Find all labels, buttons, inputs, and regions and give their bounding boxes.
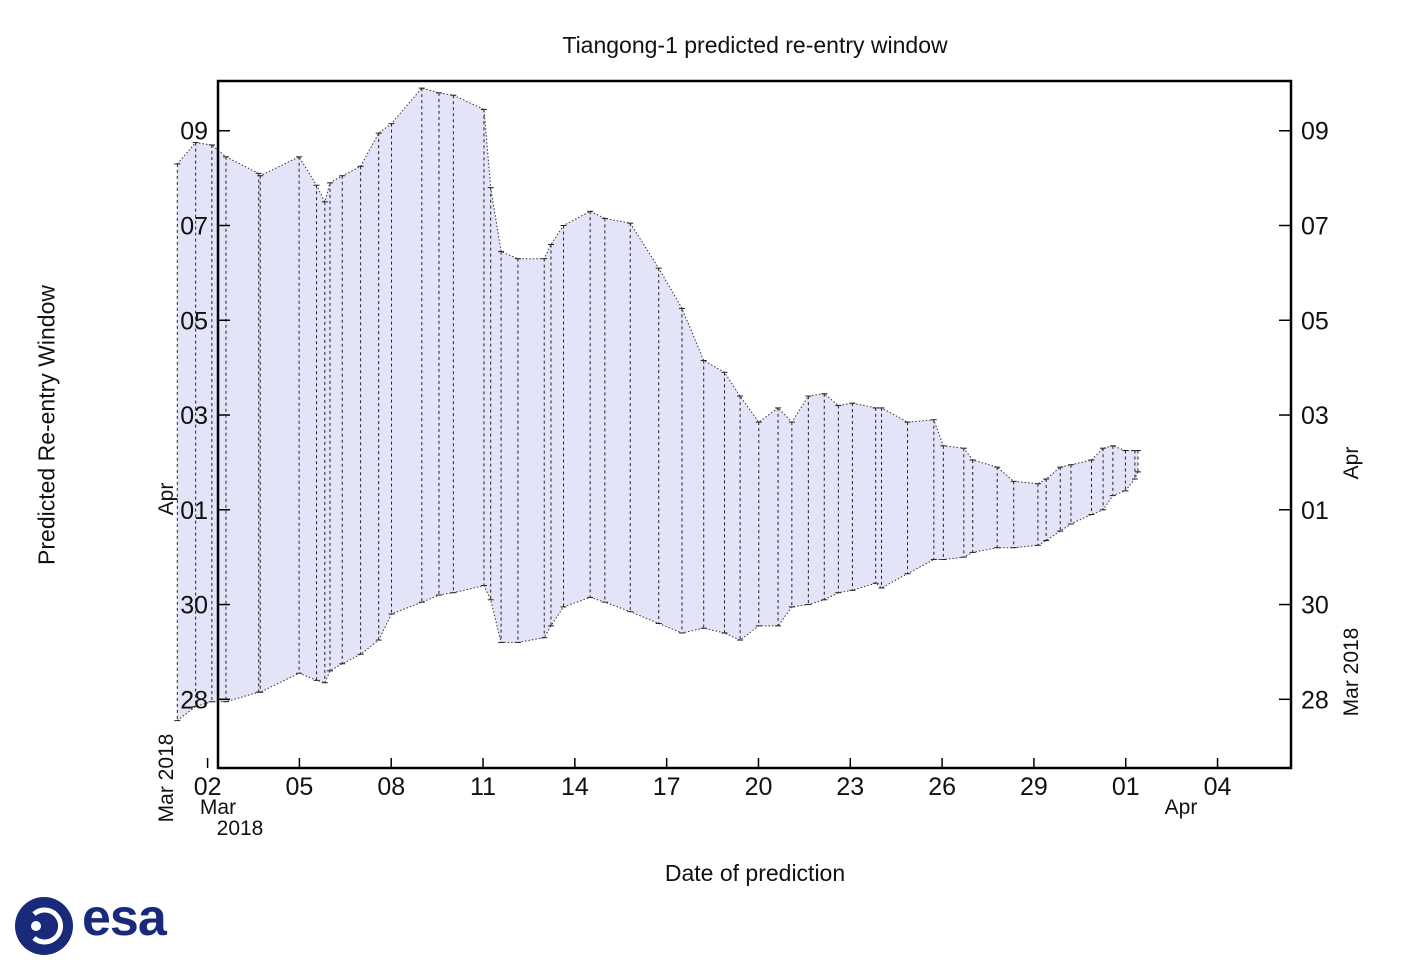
esa-logo-text: esa [82, 889, 167, 947]
x-tick-label: 02 [194, 773, 222, 801]
x-month-label-apr: Apr [1165, 796, 1198, 819]
upper-bound-line [176, 87, 1138, 485]
x-tick-label: 23 [836, 773, 864, 801]
x-tick-label: 05 [286, 773, 314, 801]
x-tick-label: 26 [928, 773, 956, 801]
x-month-label-year: 2018 [217, 817, 264, 840]
y-month-label-apr-left: Apr [155, 483, 178, 516]
lower-bound-line [176, 471, 1139, 721]
y-tick-label-left: 07 [180, 213, 208, 241]
x-month-label-mar: Mar [200, 796, 236, 819]
y-tick-label-left: 01 [180, 497, 208, 525]
y-tick-label-right: 09 [1301, 118, 1329, 146]
y-tick-label-right: 01 [1301, 497, 1329, 525]
x-tick-label: 11 [470, 773, 496, 801]
x-tick-label: 20 [745, 773, 773, 801]
x-tick-label: 08 [377, 773, 405, 801]
x-tick-label: 04 [1204, 773, 1232, 801]
y-tick-label-left: 09 [180, 118, 208, 146]
plot-frame [216, 79, 1293, 770]
y-tick-label-right: 05 [1301, 307, 1329, 335]
x-tick-label: 29 [1020, 773, 1048, 801]
esa-logo: esa [14, 889, 184, 955]
y-tick-label-right: 30 [1301, 592, 1329, 620]
y-month-label-apr-right: Apr [1340, 447, 1363, 480]
y-tick-label-right: 07 [1301, 213, 1329, 241]
x-axis-label: Date of prediction [664, 860, 846, 886]
y-month-label-mar-right: Mar 2018 [1340, 628, 1363, 717]
reentry-window-area [177, 88, 1139, 721]
esa-logo-icon [15, 897, 73, 955]
y-tick-label-left: 03 [180, 402, 208, 430]
x-tick-label: 14 [561, 773, 589, 801]
y-tick-label-left: 05 [180, 307, 208, 335]
chart-title: Tiangong-1 predicted re-entry window [562, 32, 948, 58]
y-tick-label-right: 28 [1301, 686, 1329, 714]
y-tick-label-left: 30 [180, 592, 208, 620]
x-tick-label: 01 [1112, 773, 1140, 801]
x-tick-label: 17 [653, 773, 681, 801]
y-tick-label-right: 03 [1301, 402, 1329, 430]
y-month-label-mar-left: Mar 2018 [155, 734, 178, 823]
y-tick-label-left: 28 [180, 686, 208, 714]
